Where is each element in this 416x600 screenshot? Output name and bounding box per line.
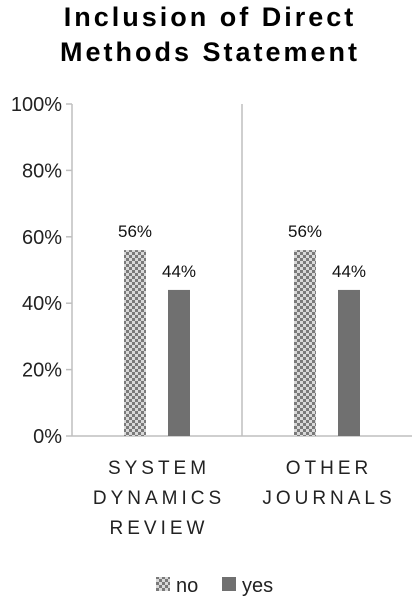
legend-swatch-no [156,577,170,591]
bar-no-0 [124,250,146,436]
bar-no-1 [294,250,316,436]
y-tick-label: 40% [22,293,62,315]
bar-yes-1 [338,289,360,436]
data-labels: 56% 44% 56% 44% [118,222,366,281]
category-label-1-line-0: OTHER [286,458,373,479]
legend-label-yes: yes [242,575,273,597]
data-label-no-0: 56% [118,222,152,241]
category-label-1-line-1: JOURNALS [262,488,395,509]
y-axis-tick-labels: 0% 20% 40% 60% 80% 100% [11,94,62,448]
bars [124,250,360,436]
chart-title-line-1: Inclusion of Direct [64,2,357,32]
chart-title-line-2: Methods Statement [60,37,360,67]
y-tick-label: 80% [22,160,62,182]
y-tick-label: 60% [22,227,62,249]
bar-yes-0 [168,289,190,436]
y-tick-label: 20% [22,360,62,382]
category-label-0-line-2: REVIEW [110,518,209,539]
legend-swatch-yes [222,577,236,591]
category-label-0-line-0: SYSTEM [108,458,210,479]
category-labels: SYSTEM DYNAMICS REVIEW OTHER JOURNALS [93,458,395,539]
category-label-0-line-1: DYNAMICS [93,488,225,509]
y-tick-label: 0% [33,426,62,448]
data-label-yes-1: 44% [332,262,366,281]
y-tick-label: 100% [11,94,62,116]
data-label-no-1: 56% [288,222,322,241]
legend: no yes [156,575,273,597]
legend-label-no: no [176,575,198,597]
data-label-yes-0: 44% [162,262,196,281]
